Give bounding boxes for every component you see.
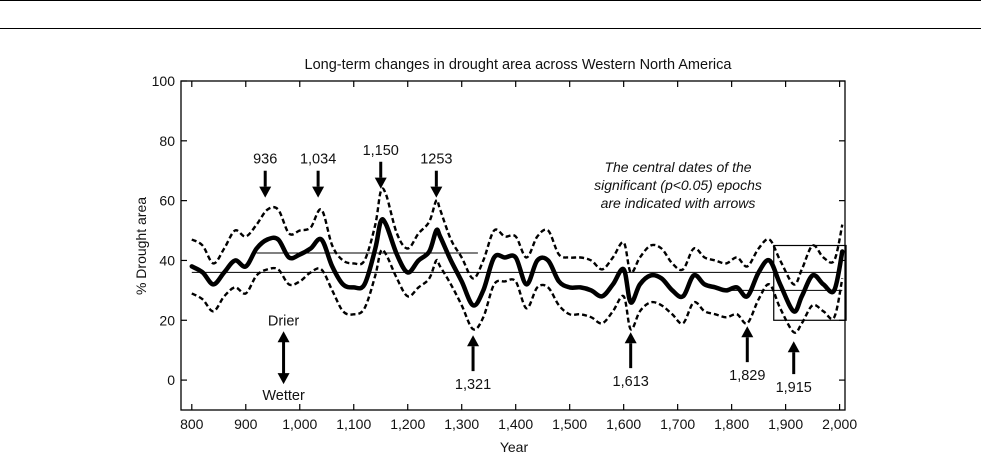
y-tick-label: 60 [159, 193, 175, 209]
series-mean [189, 217, 845, 314]
x-tick-label: 1,700 [660, 416, 695, 432]
y-tick-label: 0 [167, 372, 175, 388]
arrow-down-2-head [374, 177, 387, 189]
arrow-up-3 [787, 341, 800, 375]
x-tick-label: 1,100 [336, 416, 371, 432]
highlight-box [773, 244, 847, 321]
x-tick-label: 1,800 [714, 416, 749, 432]
y-tick-label: 20 [159, 312, 175, 328]
indicator-head-down [277, 373, 290, 385]
arrow-up-0 [467, 335, 480, 372]
arrow-down-1 [312, 170, 325, 198]
arrow-up-2 [741, 326, 754, 363]
x-tick-label: 1,600 [606, 416, 641, 432]
top-rule [0, 0, 981, 1]
arrow-label: 1,613 [613, 374, 649, 390]
drier-wetter-indicator: Drier Wetter [262, 313, 305, 404]
y-tick-label: 40 [159, 252, 175, 268]
arrow-down-2 [374, 161, 387, 189]
arrow-label: 1,321 [455, 377, 491, 393]
arrow-down-3 [430, 170, 443, 198]
arrow-label: 1,034 [300, 152, 336, 168]
drier-label: Drier [268, 313, 300, 329]
arrow-up-2-head [741, 326, 754, 338]
x-tick-label: 2,000 [822, 416, 857, 432]
y-tick-label: 80 [159, 133, 175, 149]
annotation-line-2: significant (p<0.05) epochs [594, 177, 762, 193]
x-tick-label: 900 [234, 416, 258, 432]
arrow-down-1-head [312, 186, 325, 198]
x-tick-label: 1,300 [444, 416, 479, 432]
arrow-label: 1,150 [363, 143, 399, 159]
y-axis-label: % Drought area [133, 197, 149, 295]
x-tick-label: 800 [180, 416, 204, 432]
x-tick-label: 1,500 [552, 416, 587, 432]
series-lower-bound [191, 248, 844, 334]
arrow-label: 936 [253, 152, 277, 168]
x-axis-label: Year [500, 439, 529, 455]
series-upper-bound [191, 187, 844, 286]
indicator-head-up [277, 331, 290, 343]
arrow-up-1 [624, 332, 637, 369]
x-tick-label: 1,200 [390, 416, 425, 432]
arrow-down-0-head [259, 186, 272, 198]
x-tick-label: 1,000 [282, 416, 317, 432]
x-tick-label: 1,900 [768, 416, 803, 432]
arrow-label: 1,915 [776, 380, 812, 396]
wetter-label: Wetter [262, 388, 305, 404]
y-tick-label: 100 [152, 73, 176, 89]
x-tick-label: 1,400 [498, 416, 533, 432]
arrow-up-0-head [467, 335, 480, 347]
arrow-up-1-head [624, 332, 637, 344]
annotation-line-1: The central dates of the [604, 159, 751, 175]
header-rule [0, 28, 981, 29]
arrow-down-3-head [430, 186, 443, 198]
arrow-down-0 [259, 170, 272, 198]
chart-title: Long-term changes in drought area across… [305, 57, 733, 73]
arrow-label: 1253 [420, 152, 452, 168]
annotation-line-3: are indicated with arrows [601, 195, 756, 211]
arrow-up-3-head [787, 341, 800, 353]
arrow-label: 1,829 [729, 368, 765, 384]
